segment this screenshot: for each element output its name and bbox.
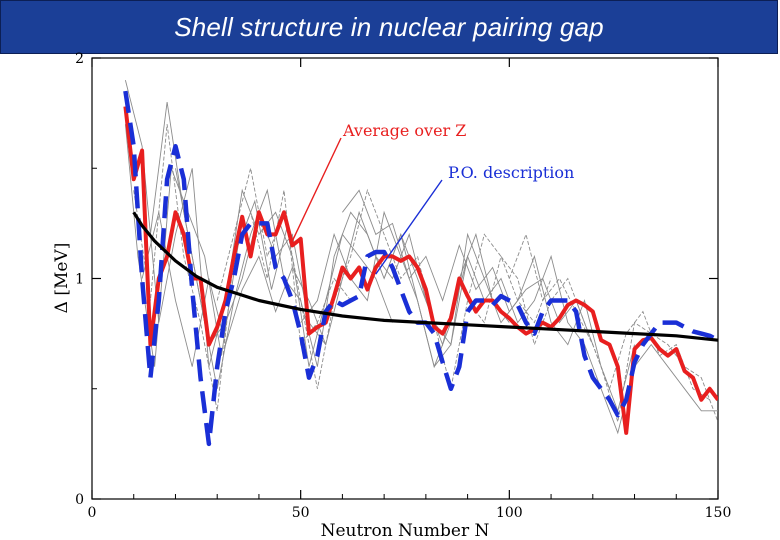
average-over-z-line <box>123 106 718 435</box>
y-tick-label-1: 1 <box>75 272 84 288</box>
annotation-arrow-1 <box>375 179 443 275</box>
annotations-group: Average over Z P.O. description <box>291 121 574 275</box>
y-axis-label: Δ [MeV] <box>52 243 72 314</box>
nucleus-line-0 <box>124 79 393 367</box>
y-tick-label-0: 0 <box>75 492 84 508</box>
nucleus-line-6 <box>383 233 718 435</box>
po-description-line <box>123 90 718 447</box>
series-group <box>123 90 718 447</box>
nucleus-line-8 <box>141 212 327 367</box>
smooth-trend-line <box>132 211 718 342</box>
y-tick-label-2: 2 <box>75 51 84 67</box>
x-tick-label-50: 50 <box>292 505 310 521</box>
x-tick-label-0: 0 <box>88 505 97 521</box>
annotation-arrow-0 <box>291 137 342 242</box>
nucleus-line-10 <box>508 232 710 401</box>
x-axis-label: Neutron Number N <box>321 521 490 540</box>
x-tick-label-100: 100 <box>496 505 523 521</box>
x-tick-label-150: 150 <box>705 505 732 521</box>
title-bar: Shell structure in nuclear pairing gap <box>0 0 778 54</box>
annotation-label-0: Average over Z <box>342 121 466 140</box>
ticks-group: 0 50 100 150 0 1 2 <box>75 51 731 521</box>
chart-title: Shell structure in nuclear pairing gap <box>174 11 604 42</box>
nucleus-line-4 <box>216 168 552 389</box>
nucleus-line-7 <box>467 255 718 422</box>
annotation-label-1: P.O. description <box>448 163 574 182</box>
